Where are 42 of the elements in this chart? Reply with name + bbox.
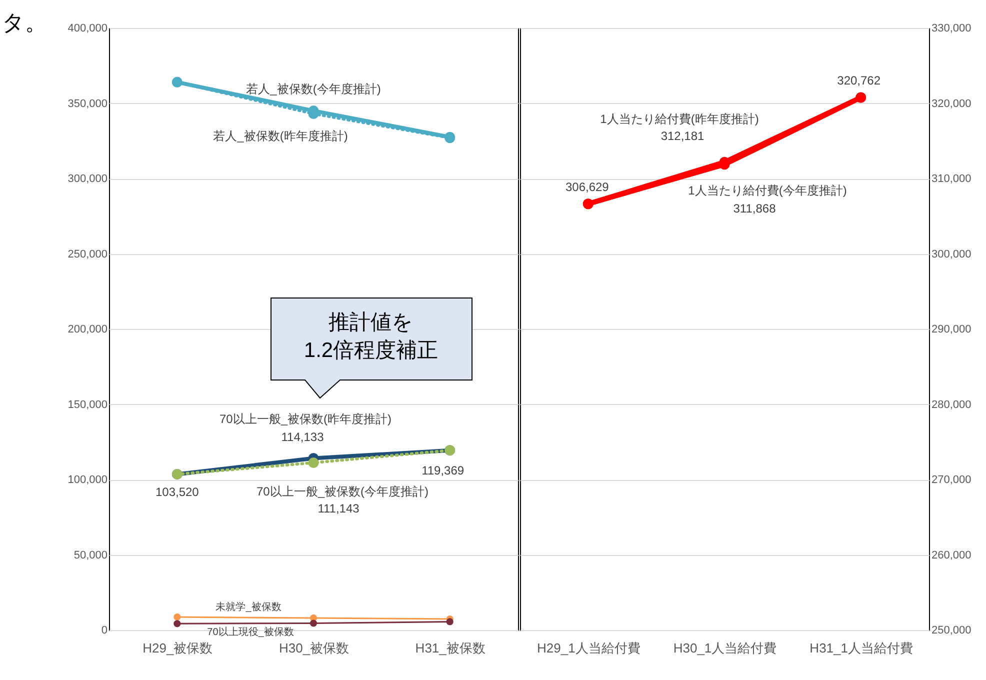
y2-tick-label: 250,000 (932, 624, 972, 636)
data-label: 111,143 (318, 502, 360, 516)
text: タ。 (2, 9, 47, 37)
y2-tick-label: 330,000 (932, 22, 972, 34)
x-tick-label: H29_被保数 (142, 640, 213, 656)
x-tick-label: H30_被保数 (278, 640, 350, 656)
data-label: 114,133 (281, 430, 324, 444)
series-label: 1人当たり給付費(昨年度推計) (600, 112, 759, 126)
y2-tick-label: 260,000 (932, 549, 972, 562)
x-tick-label: H30_1人当給付費 (673, 640, 777, 656)
series-label: 70以上現役_被保数 (207, 626, 294, 638)
data-label: 103,520 (155, 485, 200, 500)
series-label: 70以上一般_被保数(今年度推計) (256, 484, 429, 499)
data-label: 119,369 (422, 463, 464, 478)
x-tick-label: H31_被保数 (415, 640, 486, 656)
y-tick-label: 400,000 (68, 22, 108, 34)
y2-tick-label: 320,000 (932, 98, 972, 110)
y-tick-label: 100,000 (68, 474, 108, 486)
y-tick-label: 200,000 (68, 324, 108, 336)
y2-tick-label: 280,000 (932, 398, 972, 411)
y2-tick-label: 300,000 (932, 248, 972, 260)
series-label: 未就学_被保数 (216, 600, 282, 613)
data-label: 306,629 (565, 180, 610, 194)
data-label: 320,762 (837, 74, 881, 88)
annotation: 推計値を 1.2倍程度補正 (302, 310, 440, 364)
y-tick-label: 250,000 (68, 248, 108, 260)
x-tick-label: H29_1人当給付費 (537, 640, 640, 656)
x-tick-label: H31_1人当給付費 (810, 640, 913, 656)
y-tick-label: 150,000 (68, 398, 108, 411)
y2-tick-label: 290,000 (932, 324, 972, 336)
y2-tick-label: 310,000 (932, 173, 972, 185)
y2-tick-label: 270,000 (932, 474, 972, 486)
data-label: 312,181 (660, 129, 705, 144)
text: 70以上一般_被保数(昨年度推計) (219, 412, 392, 426)
series-label: 1人当たり給付費(今年度推計) (688, 183, 847, 198)
series-label: 若人_被保数(今年度推計) (246, 82, 381, 96)
y-tick-label: 0 (101, 624, 108, 636)
y-tick-label: 50,000 (74, 549, 108, 562)
series-label: 若人_被保数(昨年度推計) (213, 128, 348, 143)
data-label: 311,868 (733, 201, 776, 216)
y-tick-label: 350,000 (68, 98, 108, 110)
y-tick-label: 300,000 (68, 173, 108, 185)
